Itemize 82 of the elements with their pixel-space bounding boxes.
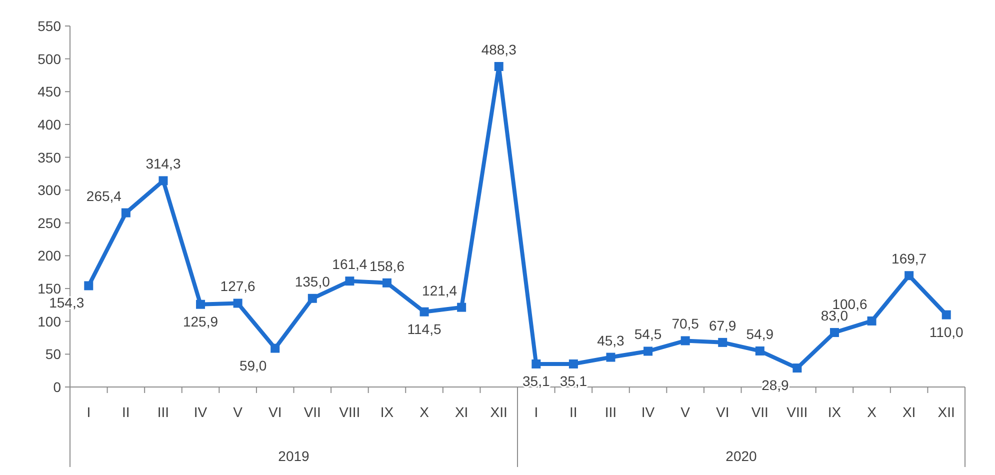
x-tick-label: II [570,404,578,420]
data-label: 35,1 [560,372,588,389]
data-label: 161,4 [332,256,368,272]
x-tick-label: VIII [786,404,808,420]
point [830,328,839,338]
point [494,62,504,71]
point [158,176,168,186]
data-label: 67,9 [708,317,736,334]
x-tick-label: V [680,404,691,420]
data-label: 265,4 [86,188,122,204]
point [718,338,728,347]
data-label: 45,3 [597,332,625,348]
x-tick-label: VII [304,404,321,420]
x-tick-label: V [233,404,244,420]
data-label: 121,4 [422,282,458,298]
data-label: 125,9 [182,313,218,330]
point [792,364,802,373]
x-tick-label: VII [751,404,768,420]
point [382,278,392,288]
point [196,300,206,309]
point [84,281,94,290]
x-tick-label: IV [641,404,656,420]
x-tick-label: XI [902,404,916,420]
point [457,302,466,312]
data-label: 114,5 [407,320,442,337]
x-tick-label: VI [268,404,282,420]
y-tick-label: 200 [38,248,62,264]
data-label: 127,6 [220,278,256,294]
data-label: 54,5 [634,326,662,342]
point [121,208,130,218]
x-tick-label: X [420,404,430,420]
point [755,346,764,356]
y-tick-label: 100 [38,313,62,330]
x-tick-label: XII [938,404,955,420]
data-label: 59,0 [239,357,267,374]
x-tick-label: VIII [339,404,360,420]
point [420,307,429,316]
y-tick-label: 400 [38,116,62,132]
y-tick-label: 450 [38,84,62,100]
point [942,310,951,320]
data-label: 169,7 [892,250,927,267]
x-tick-label: X [867,404,878,420]
point [345,276,354,286]
data-label: 135,0 [294,273,330,290]
x-tick-label: II [122,404,130,420]
x-tick-label: VI [716,404,730,420]
point [532,359,541,368]
point [270,344,280,353]
y-tick-label: 0 [53,379,62,395]
data-label: 54,9 [746,326,774,342]
point [644,346,653,356]
point [867,316,876,326]
y-tick-label: 150 [38,280,62,297]
y-tick-label: 500 [38,50,62,67]
data-label: 110,0 [929,324,964,340]
data-label: 488,3 [481,42,517,58]
point [568,359,578,368]
text: 2019 [278,448,310,464]
point [904,271,914,280]
x-tick-label: XII [490,404,508,420]
x-tick-label: III [604,404,617,420]
point [606,352,616,362]
y-tick-label: 250 [38,214,62,231]
y-tick-label: 350 [38,149,62,166]
data-label: 158,6 [369,258,405,274]
data-label: 314,3 [146,156,181,172]
data-label: 35,1 [522,372,550,389]
x-tick-label: III [157,404,170,420]
y-tick-label: 50 [45,346,62,362]
x-tick-label: XI [454,404,468,420]
point [680,336,690,346]
point [308,294,317,303]
text: 2020 [726,448,758,464]
x-tick-label: I [534,404,538,420]
x-tick-label: I [86,404,91,420]
y-tick-label: 300 [38,182,62,198]
point [233,298,242,308]
y-tick-label: 550 [38,18,62,34]
x-tick-label: IX [828,404,842,420]
x-tick-label: IV [194,404,208,420]
data-label: 70,5 [672,316,700,332]
x-tick-label: IX [380,404,394,420]
